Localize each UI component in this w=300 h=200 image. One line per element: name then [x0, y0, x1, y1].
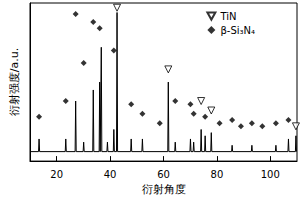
- svg-text:衍射强度/a.u.: 衍射强度/a.u.: [8, 48, 21, 116]
- svg-text:40: 40: [104, 169, 117, 180]
- svg-text:20: 20: [50, 169, 63, 180]
- svg-text:100: 100: [261, 169, 280, 180]
- svg-text:β-Si₃N₄: β-Si₃N₄: [220, 25, 255, 36]
- svg-text:TiN: TiN: [219, 11, 236, 22]
- svg-text:衍射角度: 衍射角度: [142, 183, 186, 196]
- svg-text:80: 80: [211, 169, 224, 180]
- svg-text:60: 60: [157, 169, 170, 180]
